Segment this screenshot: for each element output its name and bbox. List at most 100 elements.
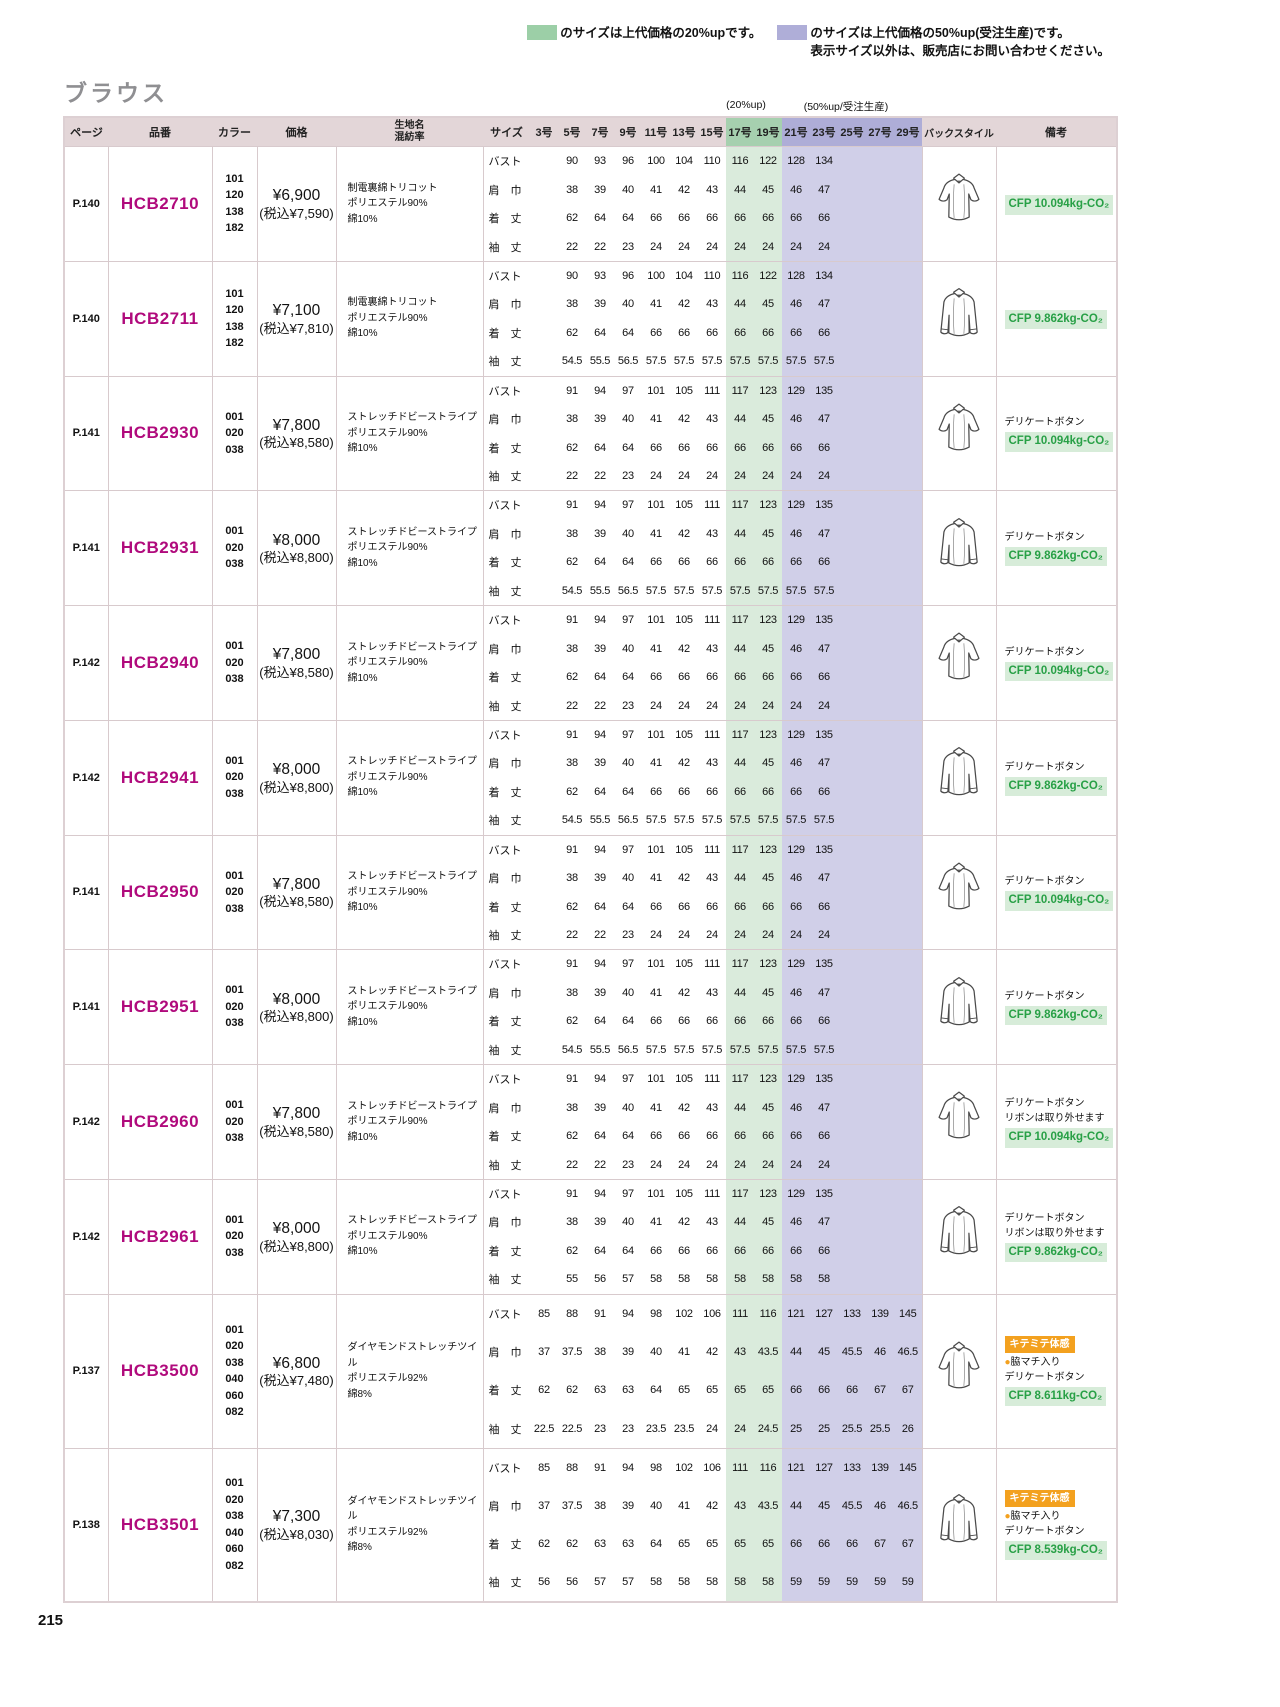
cfp-badge: CFP 8.611kg-CO₂ [1004, 1386, 1107, 1407]
measure-value: 46 [782, 519, 810, 549]
note-line: リボンは取り外せます [1004, 1228, 1105, 1239]
measure-value [894, 1093, 922, 1122]
cfp-badge: CFP 10.094kg-CO₂ [1004, 891, 1114, 911]
measure-value: 44 [726, 404, 754, 434]
measure-value: 65 [706, 1538, 718, 1551]
measure-value: 22 [566, 929, 578, 942]
measure-value [838, 490, 866, 520]
measure-value: 111 [698, 375, 726, 405]
measure-value: 46 [782, 748, 810, 778]
measure-row: 袖 丈 22 22 23 24 24 24 24 24 24 24 [64, 232, 1117, 262]
measure-value [838, 548, 866, 577]
measure-value: 64 [622, 1244, 634, 1257]
measure-value: 56.5 [617, 584, 639, 597]
measure-label: 袖 丈 [488, 585, 522, 598]
measure-value [894, 347, 922, 376]
measure-value [894, 1007, 922, 1036]
measure-value [530, 319, 558, 348]
measure-value: 105 [670, 1064, 698, 1094]
measure-value: 111 [698, 490, 726, 520]
measure-value: 45 [754, 404, 782, 434]
measure-row: 袖 丈 54.5 55.5 56.5 57.5 57.5 57.5 57.5 57.5 57.5 5… [64, 1035, 1117, 1065]
measure-value: 66 [706, 556, 718, 569]
notes-cell: デリケートボタン CFP 9.862kg-CO₂ [996, 490, 1117, 606]
measure-value: 42 [678, 986, 690, 999]
measure-value: 46.5 [894, 1486, 922, 1525]
measure-value: 66 [838, 1371, 866, 1410]
measure-value: 42 [678, 527, 690, 540]
measure-value: 24 [678, 929, 690, 942]
measure-value: 40 [650, 1499, 662, 1512]
fabric-name: 制電裏綿トリコット ポリエステル90% 綿10% [336, 146, 484, 262]
measure-value: 46 [782, 634, 810, 663]
measure-value: 97 [614, 834, 642, 864]
measure-value: 41 [678, 1345, 690, 1358]
price-main: ¥7,800 [272, 646, 321, 664]
measure-value: 56.5 [617, 355, 639, 368]
measure-value: 117 [726, 605, 754, 635]
page-number: 215 [38, 1612, 64, 1629]
header-size-5号: 5号 [558, 117, 586, 147]
cfp-badge: CFP 8.539kg-CO₂ [1004, 1540, 1107, 1560]
legend-green-item: のサイズは上代価格の20%upです。 [527, 24, 761, 60]
note-line: ●脇マチ入り [1004, 1510, 1061, 1522]
measure-value: 122 [754, 146, 782, 176]
measure-value: 23 [622, 1422, 634, 1435]
header-size-21号: 21号 [782, 117, 810, 147]
measure-value [530, 462, 558, 491]
measure-value [866, 921, 894, 950]
measure-value: 123 [754, 949, 782, 979]
color-codes: 001 020 038 [212, 1064, 258, 1180]
measure-value: 37 [538, 1499, 550, 1512]
price-main: ¥8,000 [272, 1220, 321, 1238]
measure-value [530, 834, 558, 864]
measure-value: 57.5 [701, 584, 723, 597]
measure-value: 22 [594, 240, 606, 253]
price-up-legend: のサイズは上代価格の20%upです。 のサイズは上代価格の50%up(受注生産)… [527, 24, 1110, 60]
measure-value [530, 290, 558, 319]
measure-value: 66 [678, 556, 690, 569]
measure-value: 88 [558, 1293, 586, 1333]
measure-value: 24 [726, 1409, 754, 1448]
measure-value: 47 [810, 634, 838, 663]
measure-value: 129 [782, 834, 810, 864]
back-style-cell [921, 1064, 997, 1180]
measure-value: 43 [706, 527, 718, 540]
measure-value: 66 [726, 318, 754, 348]
back-style-cell [921, 260, 997, 376]
price-tax-included: (税込¥7,590) [259, 205, 334, 221]
header-size-23号: 23号 [810, 117, 838, 147]
measure-value [894, 921, 922, 950]
measure-row: 肩 巾 38 39 40 41 42 43 44 45 46 47 [64, 748, 1117, 778]
measure-value: 24 [650, 240, 662, 253]
measure-value [530, 1064, 558, 1094]
measure-value: 43 [706, 1216, 718, 1229]
measure-value: 94 [586, 1064, 614, 1094]
measure-value [838, 260, 866, 290]
measure-value: 25.5 [838, 1409, 866, 1448]
measure-value [838, 634, 866, 663]
measure-value: 64 [650, 1384, 662, 1397]
measure-row: 着 丈 62 64 64 66 66 66 66 66 66 66 [64, 548, 1117, 577]
measure-value [866, 1265, 894, 1294]
header-size-27号: 27号 [866, 117, 894, 147]
measure-row: 肩 巾 38 39 40 41 42 43 44 45 46 47 [64, 289, 1117, 319]
measure-value: 134 [810, 146, 838, 176]
measure-value: 58 [726, 1563, 754, 1602]
measure-value: 58 [650, 1576, 662, 1589]
measure-value [894, 1121, 922, 1151]
measure-value: 116 [754, 1293, 782, 1333]
measure-value: 121 [782, 1293, 810, 1333]
measure-value: 101 [642, 605, 670, 635]
measure-value [530, 864, 558, 893]
measure-row: P.137 HCB3500 001 020 038 040 060 082 ¥6,800 (税込¥… [64, 1293, 1117, 1448]
measure-label: バスト [483, 605, 530, 635]
measure-value [866, 806, 894, 835]
measure-value: 65 [754, 1525, 782, 1564]
measure-value: 57.5 [726, 576, 754, 606]
measure-value [866, 1035, 894, 1065]
measure-value [838, 1178, 866, 1208]
measure-value: 100 [642, 260, 670, 290]
measure-value: 94 [614, 1447, 642, 1487]
measure-value: 38 [566, 1216, 578, 1229]
